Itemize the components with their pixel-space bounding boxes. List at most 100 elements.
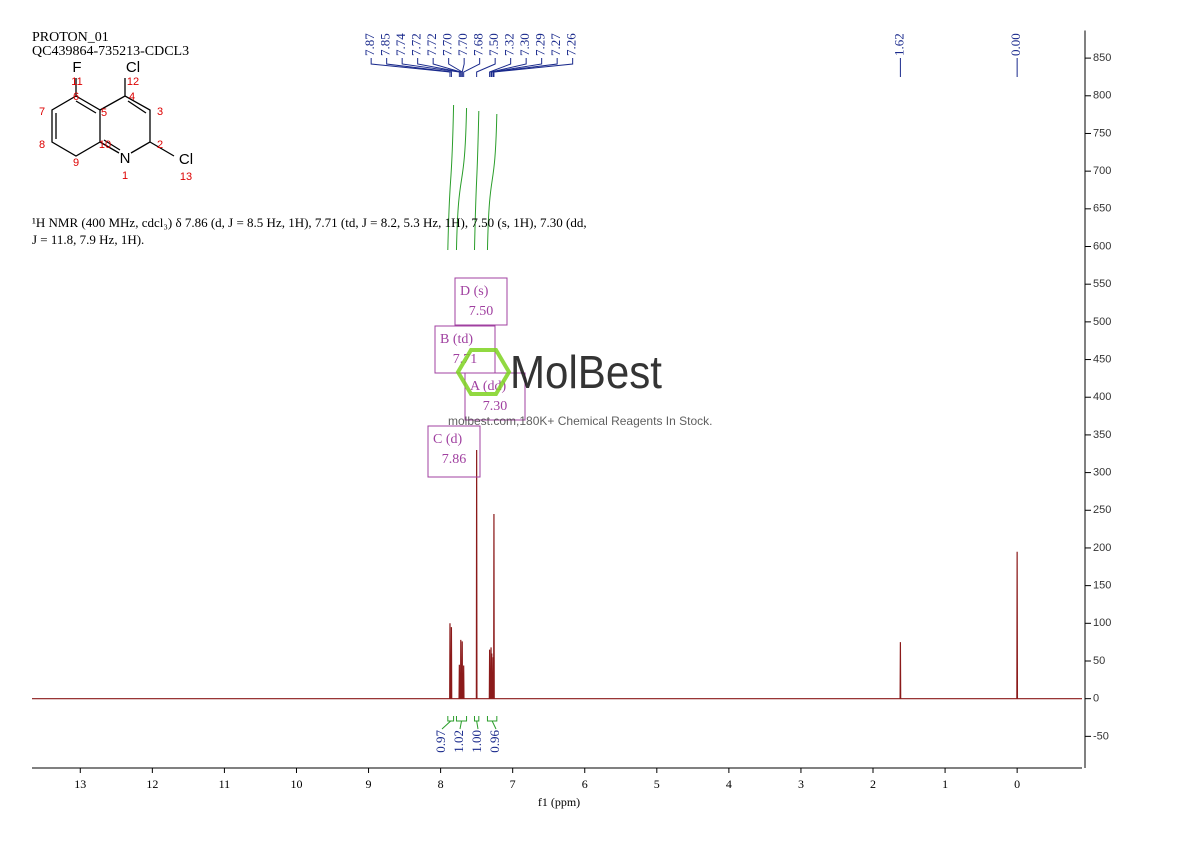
atom: Cl: [126, 59, 140, 76]
atom-number: 11: [71, 76, 82, 88]
integral-bracket: [473, 716, 480, 730]
integral-curve: [473, 110, 480, 251]
peak-label: 7.32: [502, 33, 517, 56]
atom-number: 6: [73, 91, 79, 103]
y-tick-label: 0: [1093, 693, 1099, 705]
integral-label: 1.02: [451, 730, 466, 753]
atom: F: [72, 59, 81, 76]
y-tick-label: 500: [1093, 316, 1111, 328]
atom-number: 3: [157, 106, 163, 118]
multiplet-name: B (td): [440, 332, 473, 347]
x-tick-label: 12: [146, 777, 158, 791]
watermark-tagline: molbest.com,180K+ Chemical Reagents In S…: [448, 414, 712, 428]
atom-number: 8: [39, 139, 45, 151]
multiplet-name: D (s): [460, 284, 489, 299]
bonds: [51, 78, 175, 157]
x-tick-label: 1: [942, 777, 948, 791]
x-tick-label: 13: [74, 777, 86, 791]
multiplet-box: [464, 372, 526, 421]
y-tick-label: 650: [1093, 203, 1111, 215]
peak-connector: [386, 58, 452, 77]
watermark-logo: [455, 348, 512, 396]
peak-connector: [463, 58, 481, 77]
peak-label: 7.30: [517, 33, 532, 56]
peak-connector: [489, 58, 512, 77]
integral-label: 1.00: [469, 730, 484, 753]
peak-label: 7.26: [564, 33, 579, 56]
peak-connector: [493, 58, 574, 77]
atom-number: 1: [122, 170, 128, 182]
peak-connector: [370, 58, 451, 77]
peak-connector: [401, 58, 460, 77]
watermark-brand: MolBest: [510, 346, 662, 398]
peak-label: 7.72: [424, 33, 439, 56]
x-tick-label: 7: [510, 777, 516, 791]
x-tick-label: 9: [366, 777, 372, 791]
spectrum-line: [32, 449, 1082, 700]
peak-label: 7.85: [378, 33, 393, 56]
atom-number: 7: [39, 106, 45, 118]
peak-label: 7.50: [486, 33, 501, 56]
atom-number: 13: [180, 171, 192, 183]
peak-label: 7.87: [362, 33, 377, 56]
y-tick-label: 800: [1093, 90, 1111, 102]
peak-label: 1.62: [891, 33, 906, 56]
atom-number: 4: [129, 91, 135, 103]
peak-connector: [491, 58, 543, 77]
y-tick-label: 550: [1093, 278, 1111, 290]
peak-connector: [448, 58, 463, 77]
multiplet-name: C (d): [433, 432, 463, 447]
integral-curve: [455, 107, 468, 251]
x-tick-label: 6: [582, 777, 588, 791]
peak-connector: [432, 58, 462, 77]
integral-curve: [486, 113, 498, 251]
y-tick-label: 100: [1093, 617, 1111, 629]
y-tick-label: 750: [1093, 127, 1111, 139]
x-tick-label: 0: [1014, 777, 1020, 791]
atom-number: 10: [99, 139, 111, 151]
peak-connector: [461, 58, 465, 77]
integral-bracket: [486, 716, 498, 730]
peak-label: 7.68: [471, 33, 486, 56]
peak-label: 7.70: [440, 33, 455, 56]
x-tick-label: 4: [726, 777, 732, 791]
x-tick-label: 11: [219, 777, 231, 791]
x-tick-label: 3: [798, 777, 804, 791]
nmr-description: ¹H NMR (400 MHz, cdcl₃) δ 7.86 (d, J = 8…: [32, 215, 587, 247]
integral-bracket: [455, 716, 468, 730]
integral-label: 0.97: [433, 730, 448, 753]
peak-label: 7.29: [533, 33, 548, 56]
y-tick-label: -50: [1093, 730, 1109, 742]
sample-id: QC439864-735213-CDCL3: [32, 44, 189, 59]
multiplet-box: [454, 277, 508, 326]
atom: N: [120, 150, 131, 167]
y-tick-label: 250: [1093, 504, 1111, 516]
y-tick-label: 850: [1093, 52, 1111, 64]
atom-number: 2: [157, 139, 163, 151]
integral-bracket: [441, 716, 455, 730]
x-tick-label: 10: [290, 777, 302, 791]
y-tick-label: 600: [1093, 240, 1111, 252]
peak-label: 7.74: [393, 33, 408, 56]
x-axis-label: f1 (ppm): [538, 795, 580, 809]
y-tick-label: 700: [1093, 165, 1111, 177]
integral-label: 0.96: [487, 730, 502, 753]
title: PROTON_01: [32, 30, 109, 45]
x-tick-label: 5: [654, 777, 660, 791]
integral-curve: [447, 104, 455, 251]
peak-connector: [476, 58, 496, 77]
atom-number: 9: [73, 157, 79, 169]
peak-label: 7.72: [409, 33, 424, 56]
multiplet-shift: 7.30: [483, 399, 508, 414]
structure: [51, 78, 175, 157]
y-tick-label: 300: [1093, 466, 1111, 478]
peak-connector: [492, 58, 558, 77]
y-tick-label: 200: [1093, 542, 1111, 554]
multiplet-shift: 7.86: [442, 452, 467, 467]
peak-label: 7.70: [455, 33, 470, 56]
x-tick-label: 8: [438, 777, 444, 791]
multiplet-shift: 7.50: [469, 304, 494, 319]
y-tick-label: 150: [1093, 580, 1111, 592]
